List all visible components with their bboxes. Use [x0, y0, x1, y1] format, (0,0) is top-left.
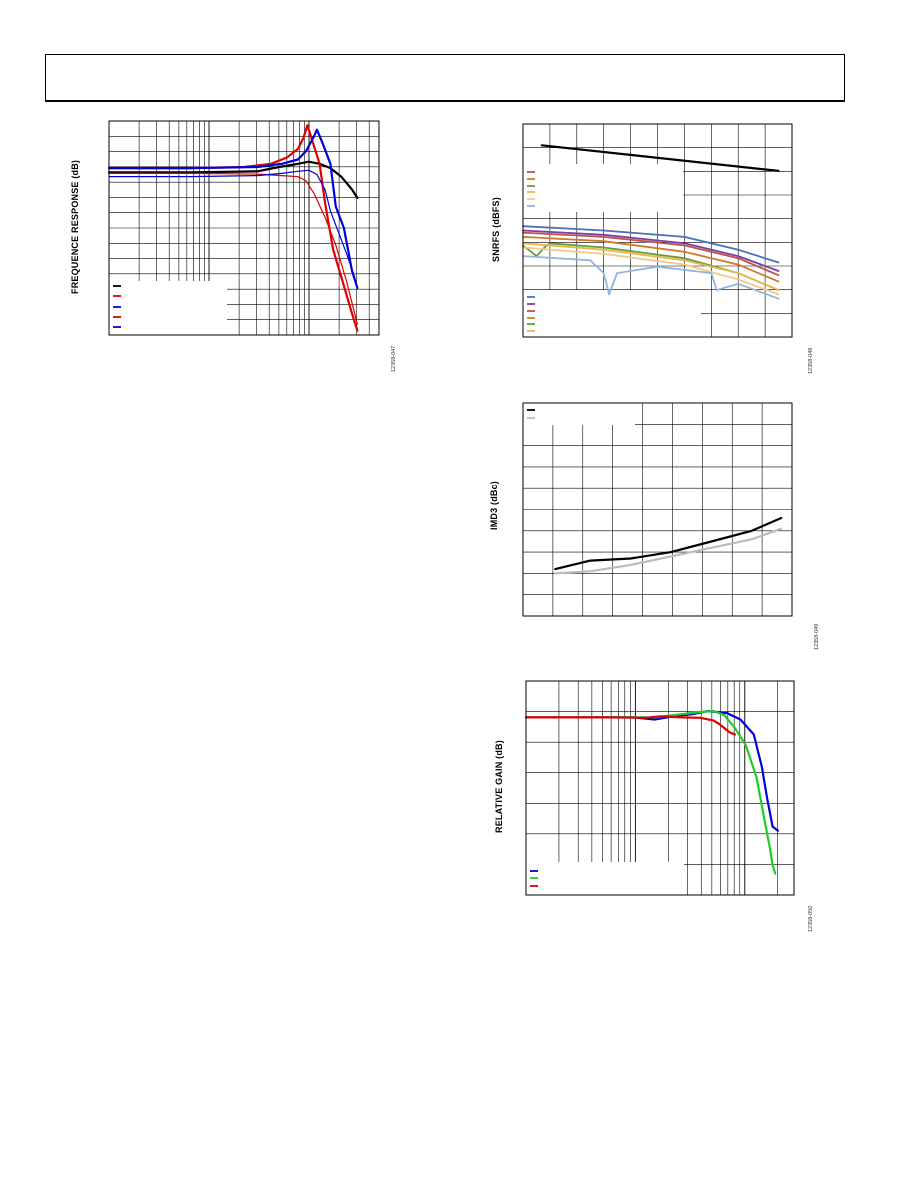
series-line-8 [522, 246, 780, 296]
relative-gain-y-label: RELATIVE GAIN (dB) [494, 740, 504, 833]
series-line-3 [524, 715, 737, 736]
series-line-2 [524, 709, 777, 875]
chart-svg [107, 120, 380, 336]
series-line-1 [107, 160, 359, 200]
series-line-3 [107, 128, 359, 289]
relative-gain-figure-id: 12358-050 [808, 905, 814, 932]
series-line-4 [108, 172, 358, 325]
snrfs-chart [522, 123, 793, 338]
series-line-7 [522, 242, 780, 292]
series-line-5 [522, 236, 780, 283]
chart-svg [522, 123, 793, 338]
imd3-chart [522, 402, 793, 617]
plot-frame [522, 402, 793, 617]
frequency-response-chart [107, 120, 380, 336]
snrfs-y-label: SNRFS (dBFS) [491, 197, 501, 262]
series-line-2 [554, 527, 783, 575]
plot-frame [525, 680, 795, 896]
plot-frame [522, 123, 793, 338]
page-header-box [45, 54, 845, 102]
snrfs-figure-id: 12358-048 [808, 347, 814, 374]
frequency-response-figure-id: 12358-047 [391, 345, 397, 372]
legend-box [523, 290, 701, 337]
series-line-2 [107, 124, 359, 332]
plot-frame [108, 120, 380, 336]
series-line-1 [540, 144, 780, 173]
legend-box [523, 164, 683, 212]
chart-svg [524, 680, 795, 896]
chart-svg [522, 402, 793, 617]
series-line-4 [522, 231, 780, 277]
legend-box [523, 403, 635, 425]
legend-box [526, 862, 684, 895]
series-line-2 [522, 225, 780, 264]
series-line-3 [522, 229, 780, 272]
relative-gain-chart [524, 680, 795, 896]
frequency-response-y-label: FREQUENCE RESPONSE (dB) [70, 159, 80, 294]
grid [523, 403, 792, 616]
series-line-9 [522, 255, 780, 300]
series-line-5 [108, 169, 356, 278]
series-line-1 [524, 709, 779, 832]
legend-box [109, 281, 227, 335]
imd3-figure-id: 12358-049 [814, 623, 820, 650]
series-line-1 [554, 516, 783, 571]
imd3-y-label: IMD3 (dBc) [489, 481, 499, 530]
